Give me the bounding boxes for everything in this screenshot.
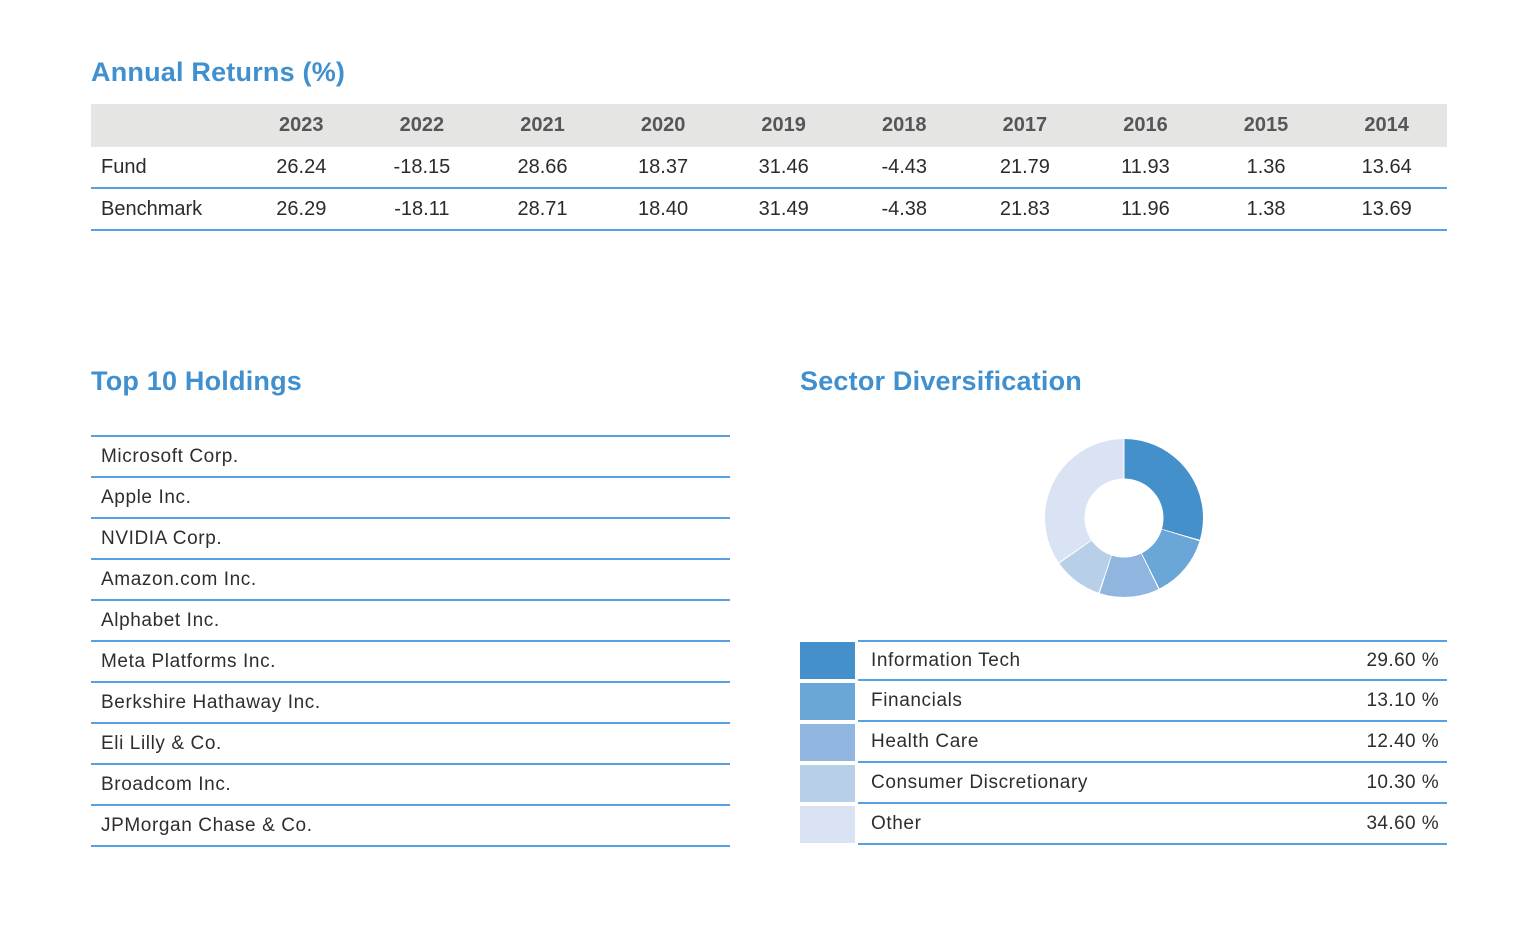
return-value: 26.29 <box>241 188 362 231</box>
year-header: 2015 <box>1205 104 1327 147</box>
sector-name: Other <box>871 812 922 834</box>
year-header: 2023 <box>241 104 362 147</box>
holding-item: Broadcom Inc. <box>91 765 730 806</box>
table-corner-cell <box>91 104 241 147</box>
return-value: 26.24 <box>241 147 362 189</box>
annual-returns-table: 2023 2022 2021 2020 2019 2018 2017 2016 … <box>91 104 1447 231</box>
year-header: 2016 <box>1085 104 1206 147</box>
return-value: 11.93 <box>1085 147 1206 189</box>
year-header: 2014 <box>1326 104 1447 147</box>
sector-percent: 29.60 % <box>1366 649 1439 671</box>
sector-percent: 13.10 % <box>1366 689 1439 711</box>
sector-percent: 10.30 % <box>1366 771 1439 793</box>
sector-percent: 12.40 % <box>1366 730 1439 752</box>
legend-swatch <box>800 724 855 761</box>
return-value: 1.38 <box>1205 188 1327 231</box>
return-value: -4.38 <box>843 188 965 231</box>
legend-swatch <box>800 683 855 720</box>
holding-item: JPMorgan Chase & Co. <box>91 806 730 847</box>
return-value: 13.69 <box>1326 188 1447 231</box>
legend-row: Other 34.60 % <box>800 804 1447 845</box>
holdings-list: Microsoft Corp. Apple Inc. NVIDIA Corp. … <box>91 435 730 847</box>
top-holdings-section: Top 10 Holdings Microsoft Corp. Apple In… <box>91 366 730 847</box>
sector-name: Financials <box>871 689 963 711</box>
return-value: 11.96 <box>1085 188 1206 231</box>
return-value: 13.64 <box>1326 147 1447 189</box>
holding-item: Eli Lilly & Co. <box>91 724 730 765</box>
sector-name: Health Care <box>871 730 979 752</box>
legend-swatch <box>800 806 855 843</box>
sector-diversification-title: Sector Diversification <box>800 366 1082 396</box>
table-row-fund: Fund 26.24 -18.15 28.66 18.37 31.46 -4.4… <box>91 147 1447 189</box>
return-value: 18.40 <box>602 188 724 231</box>
holding-item: Apple Inc. <box>91 478 730 519</box>
legend-swatch <box>800 765 855 802</box>
holding-item: Meta Platforms Inc. <box>91 642 730 683</box>
year-header: 2019 <box>723 104 844 147</box>
row-label: Fund <box>91 147 241 189</box>
return-value: 28.71 <box>482 188 603 231</box>
legend-swatch <box>800 642 855 679</box>
return-value: -18.15 <box>361 147 483 189</box>
return-value: -4.43 <box>843 147 965 189</box>
holding-item: NVIDIA Corp. <box>91 519 730 560</box>
return-value: 18.37 <box>602 147 724 189</box>
table-row-benchmark: Benchmark 26.29 -18.11 28.71 18.40 31.49… <box>91 188 1447 231</box>
donut-hole <box>1084 478 1163 558</box>
return-value: -18.11 <box>361 188 483 231</box>
return-value: 1.36 <box>1205 147 1327 189</box>
return-value: 21.79 <box>964 147 1086 189</box>
sector-diversification-section: Sector Diversification Information Tech … <box>800 366 1447 845</box>
return-value: 21.83 <box>964 188 1086 231</box>
year-header: 2017 <box>964 104 1086 147</box>
sector-name: Consumer Discretionary <box>871 771 1088 793</box>
sector-donut-chart <box>1044 439 1203 597</box>
year-header: 2018 <box>843 104 965 147</box>
donut-chart-area <box>800 396 1447 640</box>
annual-returns-section: Annual Returns (%) 2023 2022 2021 2020 2… <box>91 57 1447 231</box>
holding-item: Amazon.com Inc. <box>91 560 730 601</box>
table-header-row: 2023 2022 2021 2020 2019 2018 2017 2016 … <box>91 104 1447 147</box>
top-holdings-title: Top 10 Holdings <box>91 366 302 396</box>
holding-item: Alphabet Inc. <box>91 601 730 642</box>
annual-returns-title: Annual Returns (%) <box>91 57 346 87</box>
row-label: Benchmark <box>91 188 241 231</box>
return-value: 28.66 <box>482 147 603 189</box>
sector-legend: Information Tech 29.60 % Financials 13.1… <box>800 640 1447 845</box>
year-header: 2022 <box>361 104 483 147</box>
year-header: 2020 <box>602 104 724 147</box>
return-value: 31.46 <box>723 147 844 189</box>
year-header: 2021 <box>482 104 603 147</box>
legend-row: Financials 13.10 % <box>800 681 1447 722</box>
sector-name: Information Tech <box>871 649 1021 671</box>
holding-item: Microsoft Corp. <box>91 437 730 478</box>
legend-row: Information Tech 29.60 % <box>800 640 1447 681</box>
sector-percent: 34.60 % <box>1366 812 1439 834</box>
legend-row: Consumer Discretionary 10.30 % <box>800 763 1447 804</box>
holding-item: Berkshire Hathaway Inc. <box>91 683 730 724</box>
legend-row: Health Care 12.40 % <box>800 722 1447 763</box>
return-value: 31.49 <box>723 188 844 231</box>
